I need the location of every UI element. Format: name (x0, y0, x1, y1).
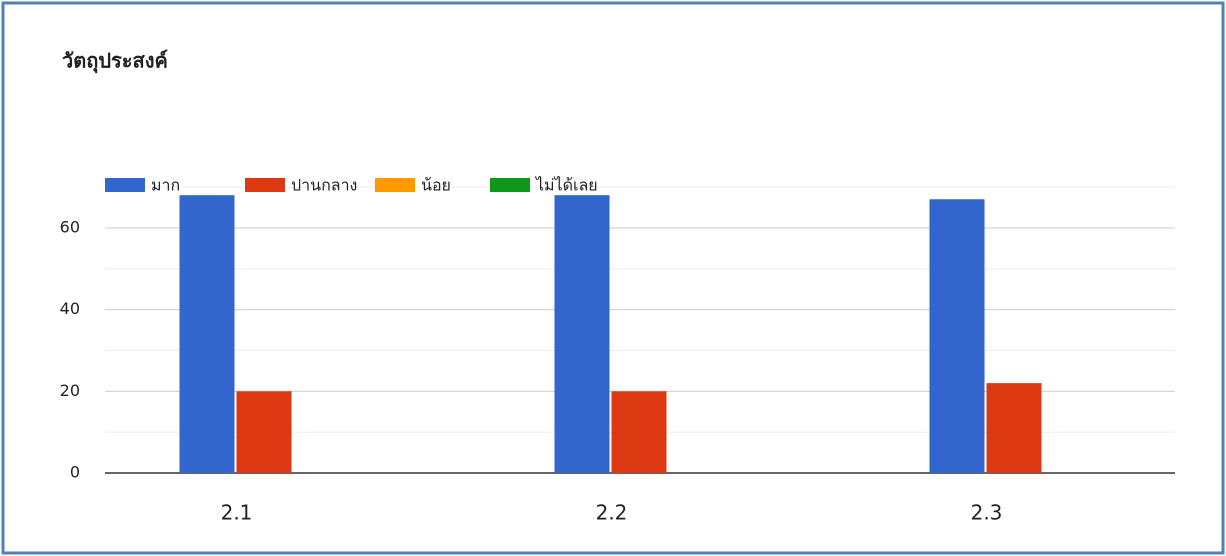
legend-label: น้อย (421, 176, 451, 195)
legend-label: มาก (151, 176, 180, 195)
bar (929, 199, 985, 473)
legend-label: ปานกลาง (291, 176, 357, 195)
bar (986, 383, 1042, 473)
bar (554, 195, 610, 473)
legend-swatch (105, 178, 145, 192)
chart-title: วัตถุประสงค์ (62, 49, 168, 74)
y-tick-label: 40 (60, 299, 80, 318)
x-tick-label: 2.2 (596, 501, 628, 525)
y-tick-label: 0 (70, 463, 80, 482)
bar (179, 195, 235, 473)
legend-swatch (490, 178, 530, 192)
legend-swatch (245, 178, 285, 192)
y-tick-label: 60 (60, 217, 80, 236)
bar (236, 391, 292, 473)
bar (611, 391, 667, 473)
legend-swatch (375, 178, 415, 192)
legend-label: ไม่ได้เลย (534, 176, 598, 195)
x-tick-label: 2.1 (221, 501, 253, 525)
x-tick-label: 2.3 (971, 501, 1003, 525)
y-tick-label: 20 (60, 381, 80, 400)
